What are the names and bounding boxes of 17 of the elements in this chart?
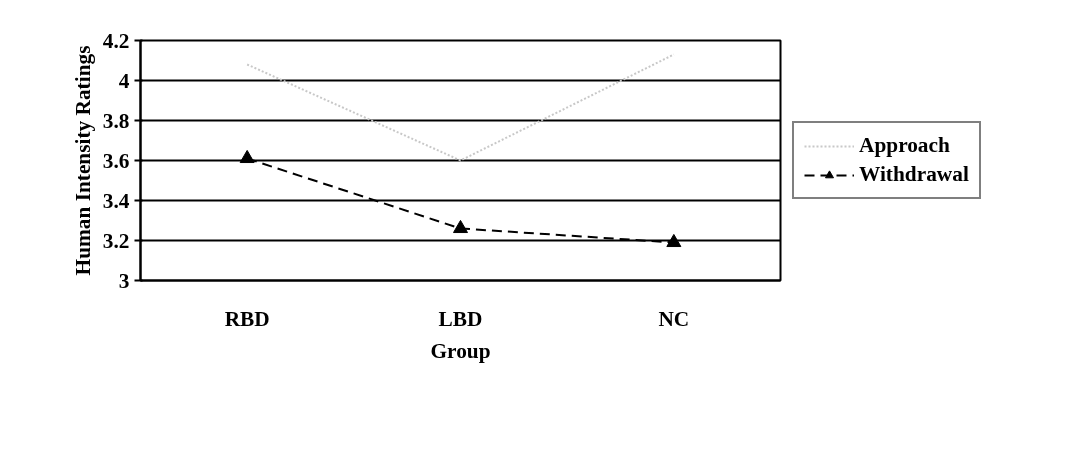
y-axis-title: Human Intensity Ratings [70,45,95,276]
y-tick-label: 3.8 [102,108,130,133]
point [666,233,682,248]
y-tick-label: 4.2 [102,28,130,53]
legend-label: Approach [859,133,950,158]
x-tick-label: NC [658,306,690,331]
legend-label: Withdrawal [859,162,969,187]
x-tick-label: RBD [224,306,270,331]
point [239,149,255,164]
y-tick-label: 3 [118,268,130,293]
y-tick-label: 3.2 [102,228,130,253]
x-tick-label: LBD [438,306,483,331]
y-tick-label: 3.4 [102,188,130,213]
y-tick-label: 4 [118,68,130,93]
y-tick-label: 3.6 [102,148,130,173]
point [453,219,468,234]
x-axis-title: Group [430,338,491,363]
